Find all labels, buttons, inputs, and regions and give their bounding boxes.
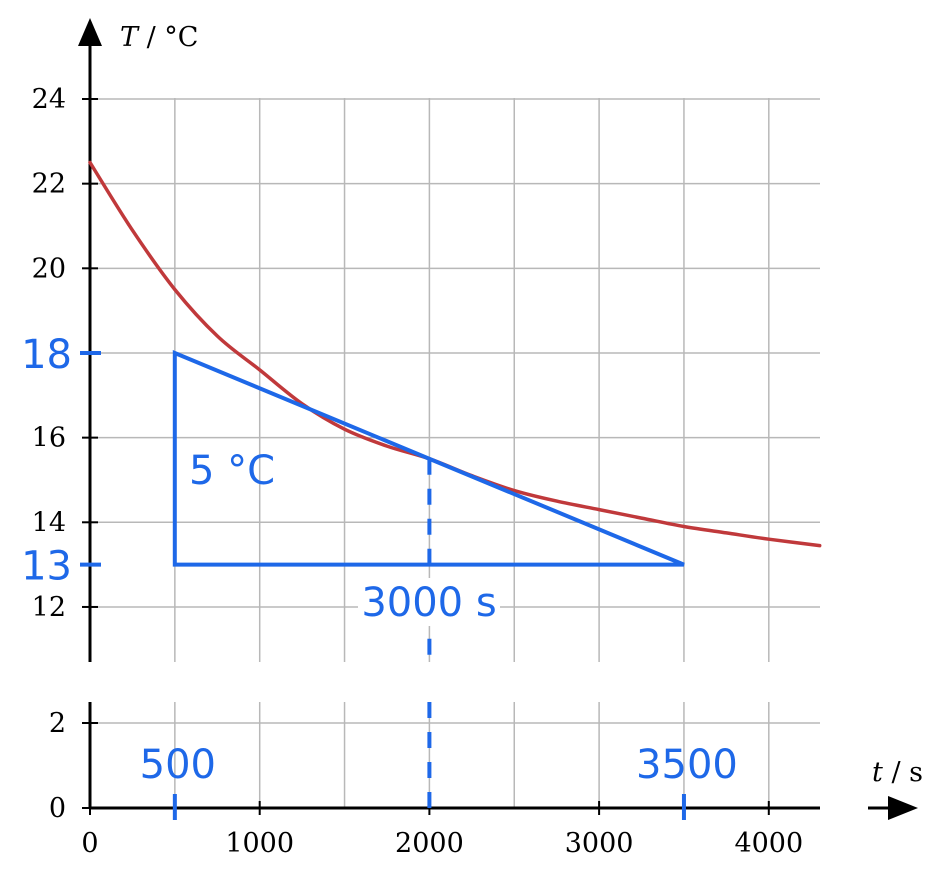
x-axis-arrow (888, 796, 918, 820)
y-tick-label: 22 (32, 169, 66, 200)
axis-labels: T / °C t / s (120, 22, 923, 788)
highlight-x-tick-label: 500 (140, 742, 216, 788)
x-tick-label: 4000 (734, 828, 803, 859)
ticks: 0 1000 2000 3000 4000 12 14 16 20 22 24 0 2 (32, 84, 804, 859)
y-axis-arrow (78, 18, 102, 46)
highlight-y-tick-label: 18 (21, 332, 72, 378)
vertical-side-label: 5 °C (189, 448, 275, 494)
y-tick-label: 16 (32, 423, 66, 454)
y-tick-label: 24 (32, 84, 66, 115)
y-tick-label: 14 (32, 507, 66, 538)
y-tick-label: 20 (32, 253, 66, 284)
horizontal-side-label-background (358, 578, 500, 626)
y-axis-label: T / °C (120, 22, 198, 53)
y-tick-label: 12 (32, 592, 66, 623)
x-tick-label: 1000 (225, 828, 294, 859)
horizontal-side-label: 3000 s (361, 580, 496, 626)
y-tick-label: 0 (49, 793, 66, 824)
highlight-x-tick-label: 3500 (636, 742, 738, 788)
x-tick-label: 0 (81, 828, 98, 859)
annotation-layer: 18 13 500 3500 5 °C 3000 s (21, 332, 738, 820)
highlight-y-tick-label: 13 (21, 544, 72, 590)
x-tick-label: 2000 (395, 828, 464, 859)
axes (78, 18, 918, 820)
y-tick-label: 2 (49, 708, 66, 739)
x-tick-label: 3000 (565, 828, 634, 859)
x-axis-label: t / s (872, 757, 923, 788)
